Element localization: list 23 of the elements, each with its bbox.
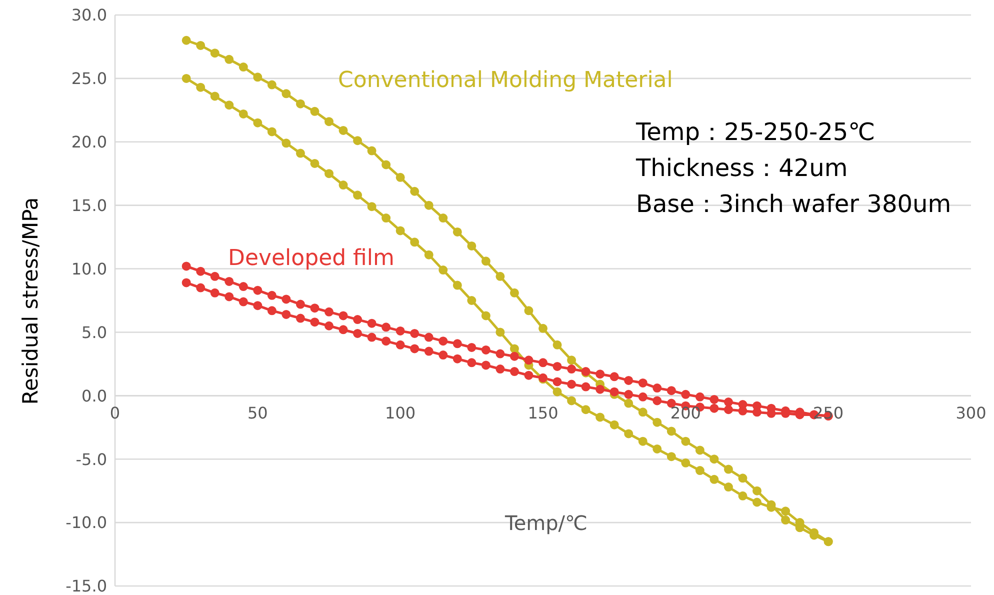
y-tick-label: 0.0 [82,386,107,406]
y-tick-label: 20.0 [71,132,107,152]
x-tick-label: 50 [247,403,268,422]
y-tick-label: -10.0 [66,513,107,532]
annotation: Thickness：42um [636,153,849,184]
y-tick-label: 5.0 [82,322,107,342]
series-label: Conventional Molding Material [338,68,673,93]
x-tick-label: 300 [956,403,986,422]
x-tick-label: 150 [528,403,558,422]
y-tick-label: -5.0 [76,450,107,469]
x-axis-title: Temp/℃ [505,511,588,535]
annotation: Temp：25-250-25℃ [636,117,876,148]
y-tick-label: 25.0 [71,69,107,88]
y-tick-label: 10.0 [71,259,107,278]
x-tick-label: 100 [385,403,416,422]
annotation: Base：3inch wafer 380um [636,189,952,220]
y-tick-label: 30.0 [71,6,107,25]
x-tick-label: 200 [670,403,701,422]
x-tick-label: 0 [110,403,120,422]
y-tick-label: -15.0 [66,576,107,595]
y-axis-title: Residual stress/MPa [18,197,43,405]
y-tick-label: 15.0 [71,196,107,216]
series-label: Developed film [228,246,394,271]
